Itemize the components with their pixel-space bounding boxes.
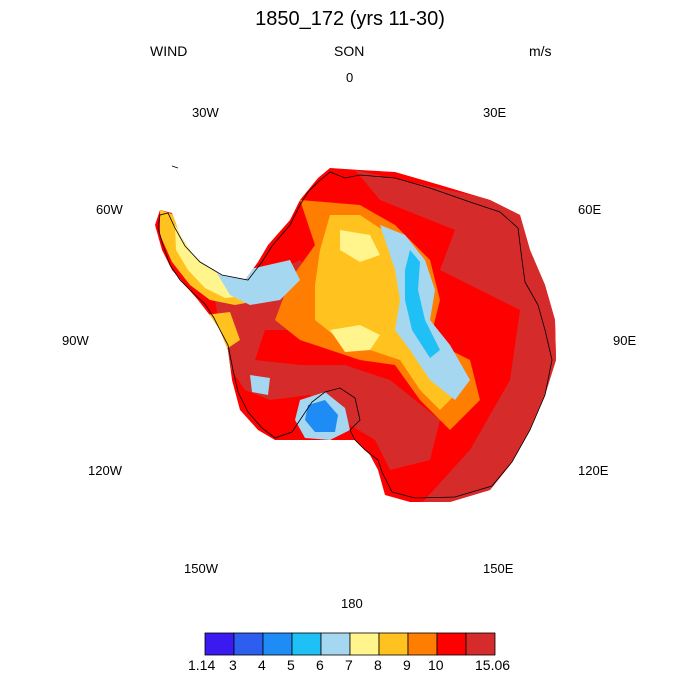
lon-label-30w: 30W (192, 105, 219, 120)
lon-label-60w: 60W (96, 202, 123, 217)
colorbar-swatch (233, 632, 264, 656)
colorbar-label: 4 (258, 657, 266, 673)
coastline (157, 171, 553, 499)
colorbar-swatch (291, 632, 322, 656)
colorbar-label: 15.06 (475, 657, 511, 673)
lon-label-60e: 60E (578, 202, 602, 217)
colorbar-label: 6 (316, 657, 324, 673)
colorbar-swatch (320, 632, 351, 656)
lon-label-0: 0 (346, 70, 354, 85)
colorbar-swatch (465, 632, 496, 656)
colorbar-label: 8 (374, 657, 382, 673)
colorbar-label: 9 (403, 657, 411, 673)
colorbar-swatch (407, 632, 438, 656)
colorbar-swatch (378, 632, 409, 656)
colorbar-swatch (349, 632, 380, 656)
season-label: SON (334, 43, 365, 59)
colorbar-swatch (436, 632, 467, 656)
lon-label-180: 180 (341, 596, 363, 611)
colorbar-label: 7 (345, 657, 353, 673)
lon-label-120w: 120W (88, 463, 122, 478)
colorbar-label: 3 (229, 657, 237, 673)
colorbar-swatch (262, 632, 293, 656)
colorbar-label: 10 (428, 657, 444, 673)
lon-label-120e: 120E (578, 463, 609, 478)
lon-label-90w: 90W (62, 333, 89, 348)
colorbar-swatch (204, 632, 235, 656)
variable-label: WIND (150, 43, 188, 59)
island-outline (171, 165, 179, 169)
lon-label-150e: 150E (483, 561, 514, 576)
lon-label-30e: 30E (483, 105, 507, 120)
colorbar-label: 5 (287, 657, 295, 673)
lon-label-90e: 90E (613, 333, 637, 348)
lon-label-150w: 150W (184, 561, 218, 576)
plot-title: 1850_172 (yrs 11-30) (255, 8, 445, 30)
colorbar-label: 1.14 (188, 657, 216, 673)
units-label: m/s (529, 43, 552, 59)
